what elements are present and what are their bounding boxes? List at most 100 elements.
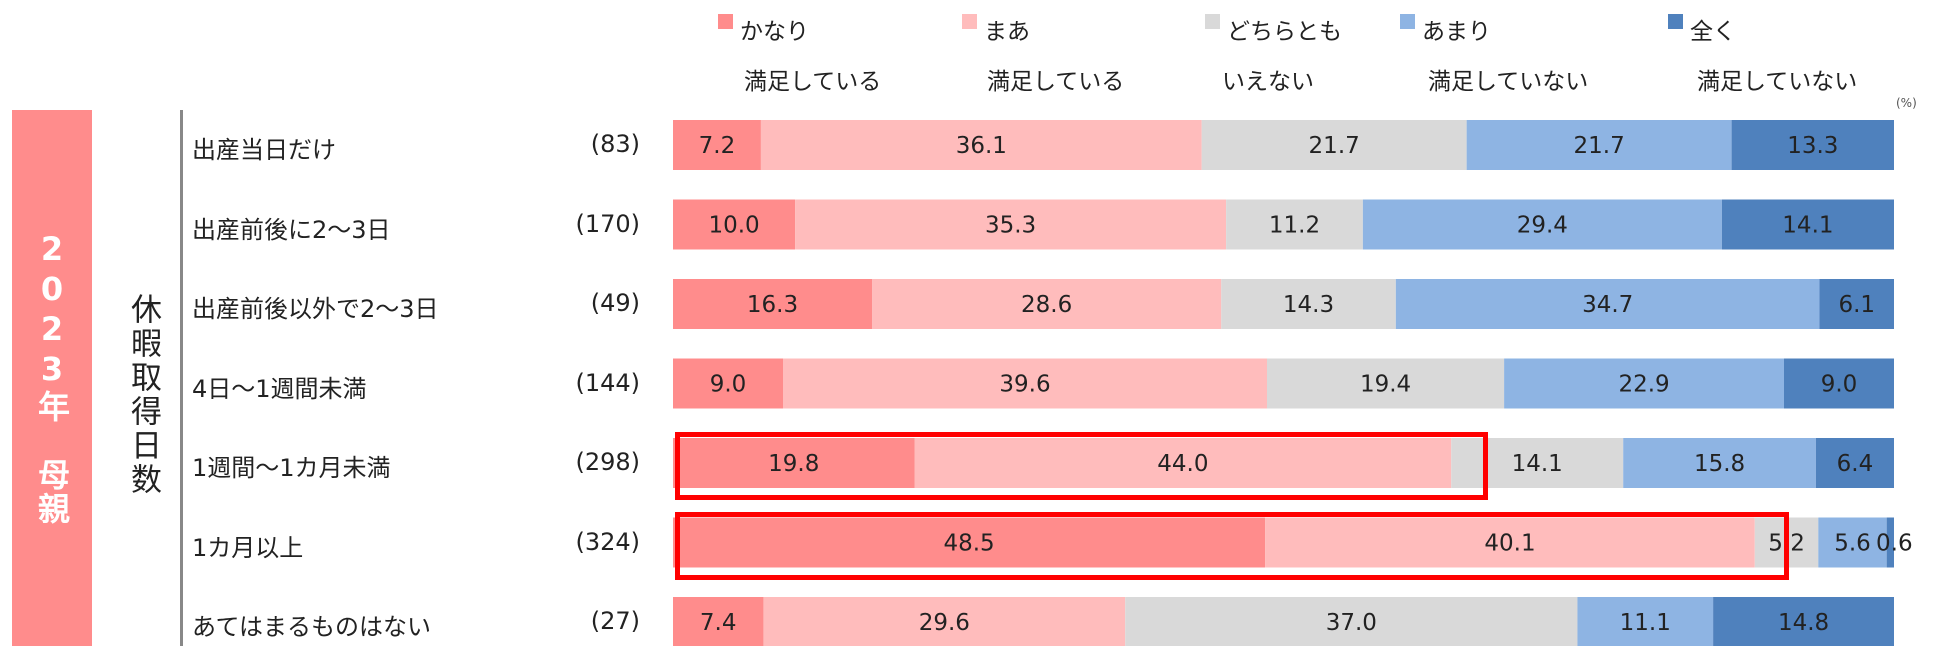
data-label: 14.1: [1512, 451, 1563, 477]
bar-segment: [1819, 279, 1894, 329]
bar-segment: [760, 120, 1202, 170]
legend-label: まあ: [984, 19, 1030, 45]
side-label: 2023年 母親: [33, 230, 71, 526]
bar-segment: [914, 438, 1452, 488]
row-sample-size: (49): [590, 289, 640, 317]
data-label: 19.8: [768, 451, 819, 477]
bar-segment: [1201, 120, 1467, 170]
data-label: 44.0: [1157, 451, 1208, 477]
data-label: 6.1: [1838, 292, 1875, 318]
data-label: 21.7: [1574, 133, 1625, 159]
highlight-box: [675, 432, 1488, 500]
row-sample-size: (170): [575, 209, 640, 238]
row-label: 4日～1週間未満: [192, 374, 367, 403]
data-label: 39.6: [999, 372, 1050, 398]
row-sample-size: (27): [590, 607, 640, 635]
data-label: 28.6: [1021, 292, 1072, 318]
legend-label: どちらとも: [1227, 19, 1342, 45]
bar-segment: [1265, 517, 1755, 568]
legend-swatch: [718, 14, 733, 29]
bar-segment: [1451, 438, 1624, 488]
data-label: 7.4: [700, 610, 737, 636]
data-label: 14.1: [1782, 213, 1833, 239]
bar-segment: [673, 438, 915, 488]
bar-segment: [673, 199, 796, 250]
data-label: 37.0: [1326, 610, 1377, 636]
group-label: 休暇取得日数: [125, 293, 161, 497]
legend-swatch: [1400, 14, 1415, 29]
axis-divider: [180, 110, 183, 646]
bar-segment: [1731, 120, 1894, 170]
legend-label: 満足していない: [1428, 69, 1589, 95]
row-label: 1カ月以上: [192, 533, 304, 562]
row-sample-size: (324): [575, 527, 640, 556]
bar-segment: [1721, 199, 1894, 250]
legend-label: いえない: [1222, 69, 1314, 95]
data-label: 19.4: [1360, 372, 1411, 398]
data-label: 22.9: [1618, 372, 1669, 398]
data-label: 29.6: [919, 610, 970, 636]
legend-swatch: [1205, 14, 1220, 29]
legend-label: 満足している: [987, 69, 1125, 95]
bar-segment: [795, 199, 1227, 250]
data-label: 14.8: [1778, 610, 1829, 636]
bar-segment: [1466, 120, 1732, 170]
legend-label: 満足している: [744, 69, 882, 95]
bar-segment: [673, 517, 1266, 568]
bar-segment: [1221, 279, 1396, 329]
row-label: 出産前後以外で2～3日: [192, 295, 439, 323]
data-label: 40.1: [1484, 531, 1535, 557]
data-label: 14.3: [1283, 292, 1334, 318]
side-band: [12, 110, 92, 646]
bar-segment: [872, 279, 1222, 329]
legend-swatch: [1668, 14, 1683, 29]
bar-segment: [673, 358, 783, 409]
bar-segment: [1784, 358, 1894, 409]
data-label: 35.3: [985, 213, 1036, 239]
bar-segment: [673, 597, 764, 646]
bar-segment: [1504, 358, 1784, 409]
data-label: 6.4: [1837, 451, 1874, 477]
bar-segment: [1713, 597, 1894, 646]
bar-segment: [783, 358, 1267, 409]
data-label: 9.0: [1821, 372, 1858, 398]
bar-segment: [1815, 438, 1894, 488]
data-label: 11.1: [1620, 610, 1671, 636]
data-label: 16.3: [747, 292, 798, 318]
bar-segment: [1886, 517, 1894, 568]
data-label: 48.5: [943, 531, 994, 557]
row-sample-size: (83): [590, 130, 640, 158]
bar-segment: [673, 279, 873, 329]
row-label: あてはまるものはない: [192, 613, 432, 641]
legend-label: かなり: [740, 19, 809, 45]
bar-segment: [1125, 597, 1578, 646]
bar-segment: [763, 597, 1126, 646]
data-label: 29.4: [1517, 213, 1568, 239]
data-label: 5.6: [1834, 531, 1871, 557]
data-label: 10.0: [708, 213, 759, 239]
data-label: 36.1: [956, 133, 1007, 159]
legend-label: あまり: [1422, 19, 1491, 45]
legend-swatch: [962, 14, 977, 29]
bar-segment: [1226, 199, 1363, 250]
unit-label: (%): [1896, 96, 1917, 110]
row-label: 出産当日だけ: [192, 136, 336, 164]
bar-segment: [1362, 199, 1722, 250]
highlight-box: [675, 511, 1789, 580]
data-label: 21.7: [1309, 133, 1360, 159]
data-label: 15.8: [1694, 451, 1745, 477]
bar-segment: [1395, 279, 1820, 329]
row-label: 出産前後に2～3日: [192, 215, 391, 244]
legend-label: 全く: [1690, 19, 1736, 45]
legend-label: 満足していない: [1697, 69, 1858, 95]
data-label: 7.2: [699, 133, 736, 159]
data-label: 34.7: [1582, 292, 1633, 318]
bar-segment: [1267, 358, 1505, 409]
data-label: 9.0: [710, 372, 747, 398]
row-label: 1週間～1カ月未満: [192, 454, 391, 482]
data-label: 13.3: [1787, 133, 1838, 159]
bar-segment: [673, 120, 761, 170]
bar-segment: [1818, 517, 1887, 568]
data-label: 11.2: [1269, 213, 1320, 239]
